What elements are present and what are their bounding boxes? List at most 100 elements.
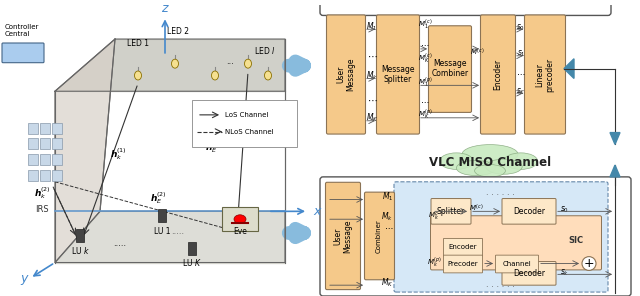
Text: $M_K^{(p)}$: $M_K^{(p)}$	[417, 108, 433, 122]
FancyBboxPatch shape	[525, 15, 566, 134]
Text: $M_k^c$: $M_k^c$	[428, 211, 439, 223]
FancyBboxPatch shape	[376, 15, 419, 134]
Text: Controller: Controller	[5, 24, 40, 30]
Circle shape	[582, 257, 596, 271]
Text: $M_1^{(p)}$: $M_1^{(p)}$	[417, 75, 433, 90]
Bar	[52, 123, 62, 133]
FancyBboxPatch shape	[444, 238, 483, 256]
FancyBboxPatch shape	[394, 182, 608, 292]
Text: ···: ···	[226, 61, 234, 70]
Polygon shape	[610, 165, 620, 177]
FancyBboxPatch shape	[502, 199, 556, 224]
Text: Message
Combiner: Message Combiner	[431, 59, 468, 78]
Text: Central: Central	[5, 31, 30, 37]
Text: $y$: $y$	[20, 273, 30, 287]
Text: Encoder: Encoder	[449, 244, 477, 250]
Ellipse shape	[462, 144, 518, 164]
Text: $s_k$: $s_k$	[560, 267, 569, 278]
Ellipse shape	[504, 153, 538, 169]
Ellipse shape	[234, 215, 246, 224]
Text: LU 1: LU 1	[154, 227, 170, 236]
Text: NLoS Channel: NLoS Channel	[225, 128, 274, 135]
Polygon shape	[564, 59, 574, 78]
Text: · · · · · ·: · · · · · ·	[486, 191, 515, 200]
Ellipse shape	[244, 59, 252, 68]
Text: $\boldsymbol{h}_{k}^{(2)}$: $\boldsymbol{h}_{k}^{(2)}$	[33, 186, 51, 201]
Ellipse shape	[172, 59, 179, 68]
Bar	[192, 100, 297, 147]
FancyBboxPatch shape	[481, 15, 515, 134]
Text: LED $l$: LED $l$	[254, 45, 276, 56]
Text: Decoder: Decoder	[513, 207, 545, 216]
FancyBboxPatch shape	[326, 15, 365, 134]
Bar	[76, 229, 84, 242]
FancyBboxPatch shape	[495, 255, 538, 273]
Text: Precoder: Precoder	[448, 260, 478, 266]
Bar	[222, 207, 258, 231]
Text: LU $k$: LU $k$	[70, 245, 90, 256]
Text: Encoder: Encoder	[493, 59, 502, 90]
Text: User
Message: User Message	[336, 58, 356, 91]
Polygon shape	[610, 133, 620, 144]
Text: $M_K$: $M_K$	[366, 112, 378, 124]
Text: $\cdots$: $\cdots$	[367, 95, 378, 105]
Bar	[188, 242, 196, 255]
Text: $s_0$: $s_0$	[516, 22, 525, 33]
Ellipse shape	[264, 71, 271, 80]
Text: $\cdots$: $\cdots$	[383, 222, 393, 231]
Bar	[28, 139, 38, 149]
Text: Message
Splitter: Message Splitter	[381, 65, 415, 84]
FancyBboxPatch shape	[429, 26, 472, 112]
Text: $M^{(c)}$: $M^{(c)}$	[470, 47, 484, 58]
Text: $\cdots$: $\cdots$	[516, 68, 525, 78]
FancyBboxPatch shape	[320, 177, 631, 296]
Text: $M_k^{(p)}$: $M_k^{(p)}$	[427, 256, 442, 270]
Text: Decoder: Decoder	[513, 269, 545, 278]
Text: $\cdots$: $\cdots$	[367, 51, 378, 61]
Bar	[52, 154, 62, 165]
Bar	[52, 170, 62, 181]
Bar	[52, 139, 62, 149]
Polygon shape	[55, 211, 285, 263]
FancyBboxPatch shape	[365, 192, 394, 280]
Text: LU $K$: LU $K$	[182, 258, 202, 268]
Bar	[28, 170, 38, 181]
FancyBboxPatch shape	[444, 255, 483, 273]
Text: $\boldsymbol{h}_{k}^{(1)}$: $\boldsymbol{h}_{k}^{(1)}$	[109, 146, 127, 162]
Text: $M^{(c)}$: $M^{(c)}$	[468, 202, 483, 214]
Text: Eve: Eve	[233, 227, 247, 236]
Bar	[40, 139, 50, 149]
Text: LED 1: LED 1	[127, 39, 149, 48]
Text: ·····: ·····	[113, 242, 127, 251]
Polygon shape	[55, 39, 115, 263]
Text: $M_1$: $M_1$	[381, 191, 393, 203]
Text: Linear
precoder: Linear precoder	[535, 57, 555, 91]
Text: $\boldsymbol{h}_{E}^{(2)}$: $\boldsymbol{h}_{E}^{(2)}$	[150, 190, 166, 206]
Text: LoS Channel: LoS Channel	[225, 112, 268, 118]
Text: LED 2: LED 2	[167, 27, 189, 36]
FancyBboxPatch shape	[2, 43, 44, 63]
Text: ·····: ·····	[172, 230, 184, 239]
Text: $+$: $+$	[584, 257, 595, 270]
Ellipse shape	[486, 159, 522, 174]
Bar	[28, 154, 38, 165]
Text: $s_K$: $s_K$	[516, 86, 526, 97]
FancyBboxPatch shape	[431, 216, 602, 270]
Text: $M_K$: $M_K$	[381, 276, 393, 289]
FancyBboxPatch shape	[502, 262, 556, 285]
Ellipse shape	[475, 165, 506, 177]
Text: Combiner: Combiner	[376, 219, 382, 253]
Text: $x$: $x$	[313, 205, 323, 218]
Ellipse shape	[211, 71, 218, 80]
Text: IRS: IRS	[35, 205, 49, 214]
Text: Channel: Channel	[502, 260, 531, 266]
Bar	[40, 123, 50, 133]
Text: User
Message: User Message	[333, 219, 353, 253]
Text: $M_k$: $M_k$	[366, 70, 378, 82]
Text: $M_1$: $M_1$	[366, 20, 378, 33]
Bar	[158, 209, 166, 222]
Text: $M_1^{(c)}$: $M_1^{(c)}$	[418, 17, 432, 32]
Text: $M_K^{(c)}$: $M_K^{(c)}$	[418, 52, 432, 66]
Text: SIC: SIC	[568, 237, 584, 245]
Polygon shape	[55, 39, 285, 91]
